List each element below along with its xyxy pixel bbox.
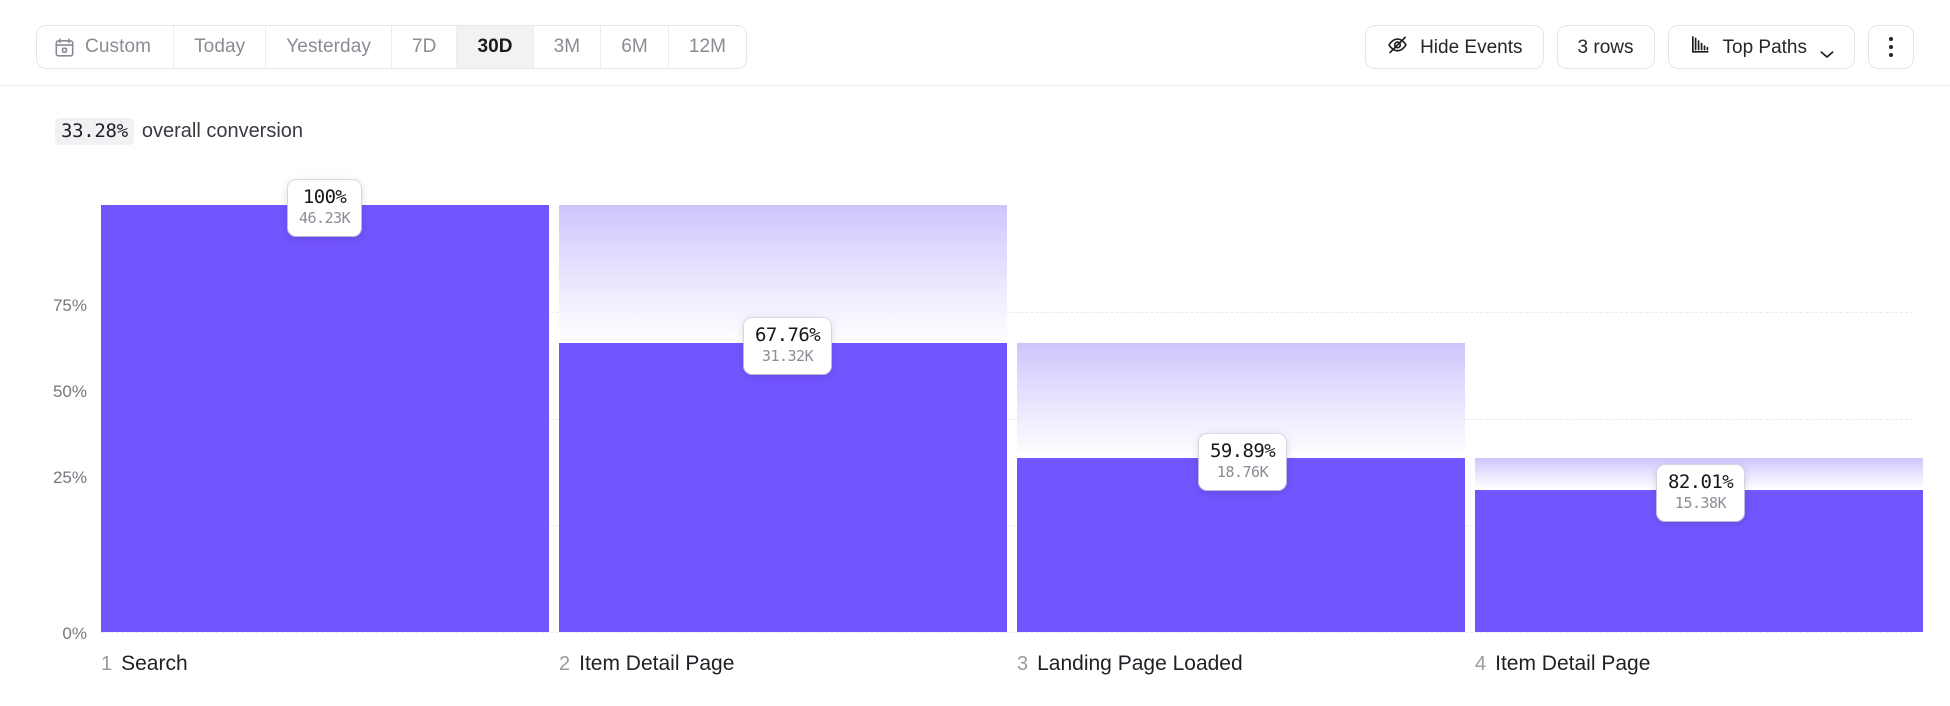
funnel-tooltip-1-percent: 100% [302,186,347,208]
funnel-step-label-1[interactable]: 1 Search [101,652,188,676]
rows-button[interactable]: 3 rows [1556,25,1655,69]
range-button-12m[interactable]: 12M [668,26,747,68]
funnel-step-name-1: Search [121,652,188,675]
y-axis-tick-25: 25% [52,468,87,487]
funnel-tooltip-4-count: 15.38K [1674,494,1727,513]
top-paths-button[interactable]: Top Paths [1667,25,1855,69]
funnel-bar-2[interactable] [559,205,1007,632]
funnel-tooltip-2-count: 31.32K [761,347,814,366]
more-options-button[interactable] [1868,25,1914,69]
top-paths-label: Top Paths [1722,36,1808,58]
overall-conversion-headline: 33.28% overall conversion [55,118,303,145]
funnel-step-name-4: Item Detail Page [1495,652,1651,675]
funnel-tooltip-4[interactable]: 82.01% 15.38K [1657,465,1745,522]
funnel-step-index-2: 2 [559,653,571,675]
funnel-tooltip-2[interactable]: 67.76% 31.32K [744,318,832,375]
toolbar-actions: Hide Events 3 rows Top Paths [1365,25,1914,69]
funnel-tooltip-1[interactable]: 100% 46.23K [288,180,362,237]
eye-off-icon [1386,33,1409,62]
gridline-75 [101,311,1913,313]
funnel-step-index-3: 3 [1017,653,1029,675]
date-range-segmented-control[interactable]: Custom Today Yesterday 7D 30D 3M [36,25,748,69]
funnel-bar-1-fill [101,205,549,632]
funnel-tooltip-3[interactable]: 59.89% 18.76K [1199,434,1287,491]
funnel-tooltip-3-percent: 59.89% [1210,440,1276,462]
top-toolbar: Custom Today Yesterday 7D 30D 3M [0,0,1950,86]
range-button-12m-label: 12M [688,36,727,57]
funnel-tooltip-4-percent: 82.01% [1668,471,1734,493]
overall-conversion-text: overall conversion [141,120,304,142]
rows-label: 3 rows [1577,36,1634,58]
funnel-bar-3[interactable] [1017,205,1465,632]
y-axis-tick-50: 50% [52,382,87,401]
funnel-step-name-2: Item Detail Page [579,652,735,675]
more-vertical-icon [1889,37,1893,57]
range-button-7d[interactable]: 7D [391,26,458,68]
funnel-bar-4[interactable] [1475,205,1923,632]
funnel-step-label-2[interactable]: 2 Item Detail Page [559,652,734,676]
funnel-bar-2-fill [559,342,1007,632]
gridline-25 [101,525,1913,527]
range-button-today[interactable]: Today [174,26,267,68]
range-button-7d-label: 7D [411,36,437,57]
y-axis-tick-0: 0% [62,624,87,643]
calendar-icon [54,37,75,58]
hide-events-button[interactable]: Hide Events [1365,25,1544,69]
range-button-30d[interactable]: 30D [457,26,534,68]
range-button-6m[interactable]: 6M [601,26,669,68]
funnel-step-name-3: Landing Page Loaded [1037,652,1243,675]
funnel-step-label-3[interactable]: 3 Landing Page Loaded [1017,652,1243,676]
gridline-50 [101,418,1913,420]
bar-chart-icon [1689,33,1712,62]
funnel-step-index-4: 4 [1475,653,1487,675]
range-button-30d-label: 30D [477,36,513,57]
range-button-yesterday-label: Yesterday [286,36,371,57]
y-axis-tick-75: 75% [52,296,87,315]
funnel-tooltip-1-count: 46.23K [299,209,351,228]
range-button-today-label: Today [194,36,246,57]
overall-conversion-value: 33.28% [55,118,134,145]
chevron-down-icon [1820,43,1834,58]
funnel-step-label-4[interactable]: 4 Item Detail Page [1475,652,1650,676]
range-button-custom-label: Custom [85,36,152,57]
funnel-tooltip-2-percent: 67.76% [755,324,821,346]
funnel-bar-1[interactable] [101,205,549,632]
gridline-0 [101,632,1913,633]
hide-events-label: Hide Events [1420,36,1523,58]
range-button-custom[interactable]: Custom [37,26,175,68]
funnel-step-index-1: 1 [101,653,113,675]
range-button-6m-label: 6M [621,36,648,57]
plot-area [101,205,1923,633]
range-button-3m[interactable]: 3M [533,26,602,68]
funnel-tooltip-3-count: 18.76K [1216,463,1269,482]
range-button-yesterday[interactable]: Yesterday [266,26,392,68]
range-button-3m-label: 3M [553,36,581,57]
